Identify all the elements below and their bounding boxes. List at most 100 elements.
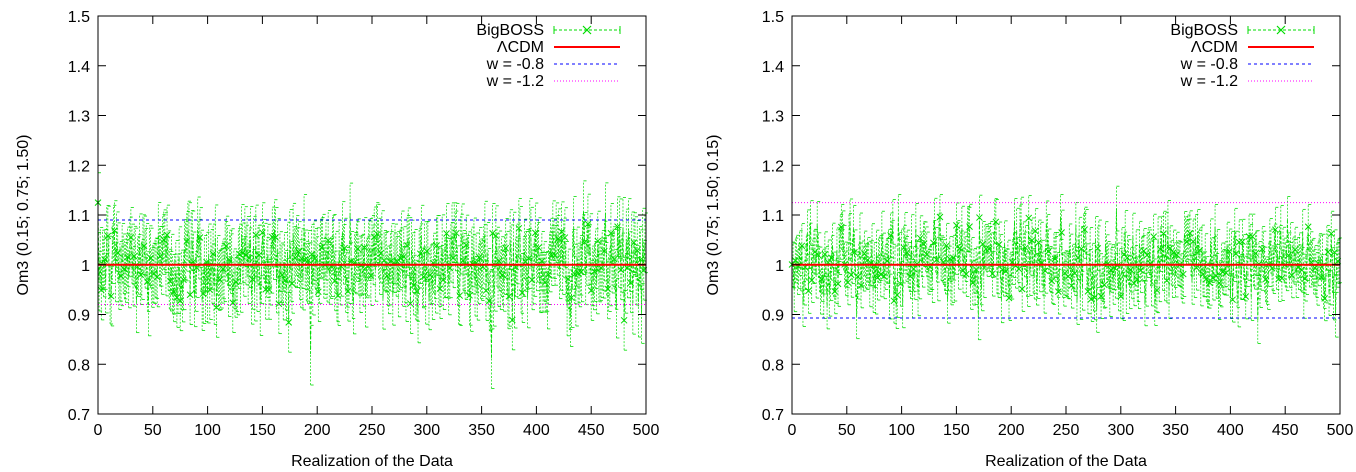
legend-label: ΛCDM [497,39,544,56]
data-point [499,271,506,279]
x-tick-label: 0 [94,422,103,439]
data-point [1101,281,1108,289]
y-tick-label: 1.5 [68,9,90,26]
data-point [949,254,957,262]
legend-label: w = -0.8 [1180,56,1238,73]
data-point [354,245,362,253]
data-point [183,237,191,245]
data-point [907,272,914,280]
y-tick-label: 0.9 [762,308,784,325]
y-tick-label: 1.3 [762,109,784,126]
data-point [966,223,973,231]
data-point [1262,275,1269,283]
data-point [953,222,960,229]
data-point [956,244,964,252]
data-point [311,255,319,262]
data-point [1074,254,1082,261]
y-tick-label: 1 [775,258,784,275]
data-point [1081,226,1088,233]
data-point [577,268,585,276]
data-point [554,235,562,243]
x-tick-label: 300 [413,422,440,439]
data-point [143,278,151,285]
data-point [377,249,385,257]
x-tick-label: 400 [1217,422,1244,439]
data-point [877,271,885,278]
data-point [130,252,138,260]
data-point [222,242,230,250]
data-point [1071,269,1079,277]
data-point [1130,279,1138,287]
y-tick-label: 0.7 [762,407,784,424]
data-point [505,292,513,300]
data-point [1212,272,1220,280]
data-point [413,287,421,295]
data-point [564,275,572,283]
data-point [798,242,806,250]
data-point [443,230,450,237]
data-point [587,287,595,294]
data-point [416,250,424,258]
data-point [196,234,204,241]
data-point [403,242,411,249]
data-point [97,286,105,294]
data-point [1166,244,1174,252]
data-point [140,242,148,250]
data-point [1068,282,1075,290]
data-point [1094,244,1102,252]
data-point [597,264,605,272]
data-point [295,248,302,255]
data-point [860,250,868,257]
data-point [791,257,799,264]
data-point [180,276,187,284]
data-point [528,276,536,284]
data-point [1298,266,1305,274]
data-point [1015,265,1023,273]
data-point [446,264,454,272]
data-point [239,249,247,257]
data-point [456,292,464,299]
x-tick-label: 150 [943,422,970,439]
x-tick-label: 450 [578,422,605,439]
data-point [1002,267,1010,275]
x-tick-label: 100 [194,422,221,439]
data-point [226,256,233,264]
data-point [308,250,316,258]
data-point [1216,279,1223,287]
data-point [1252,249,1259,257]
data-point [153,273,161,281]
data-point [558,228,565,236]
data-point [1229,296,1236,304]
data-point [163,231,171,239]
data-point [426,271,434,279]
data-point [561,234,569,241]
data-point [1327,230,1335,237]
data-point [1143,251,1151,259]
data-point [407,300,414,307]
data-point [1025,214,1033,222]
data-point [1311,264,1319,272]
data-point [976,214,983,221]
data-point [992,218,1000,226]
x-tick-label: 100 [888,422,915,439]
data-point [1248,233,1256,240]
data-point [1124,254,1131,262]
x-tick-label: 350 [468,422,495,439]
y-tick-label: 0.8 [762,357,784,374]
data-point [1189,238,1197,245]
data-point [969,279,977,287]
x-tick-label: 400 [523,422,550,439]
data-point [170,288,177,296]
data-point [1150,233,1158,240]
y-axis-title: Om3 (0.15; 0.75; 1.50) [15,135,32,296]
data-point [433,242,441,249]
data-point [1209,274,1217,282]
data-point [1206,279,1213,287]
data-point [627,279,635,287]
x-tick-label: 450 [1272,422,1299,439]
data-point [1084,287,1092,295]
y-tick-label: 1.2 [762,158,784,175]
legend-label: w = -1.2 [486,73,544,90]
data-point [633,247,641,254]
